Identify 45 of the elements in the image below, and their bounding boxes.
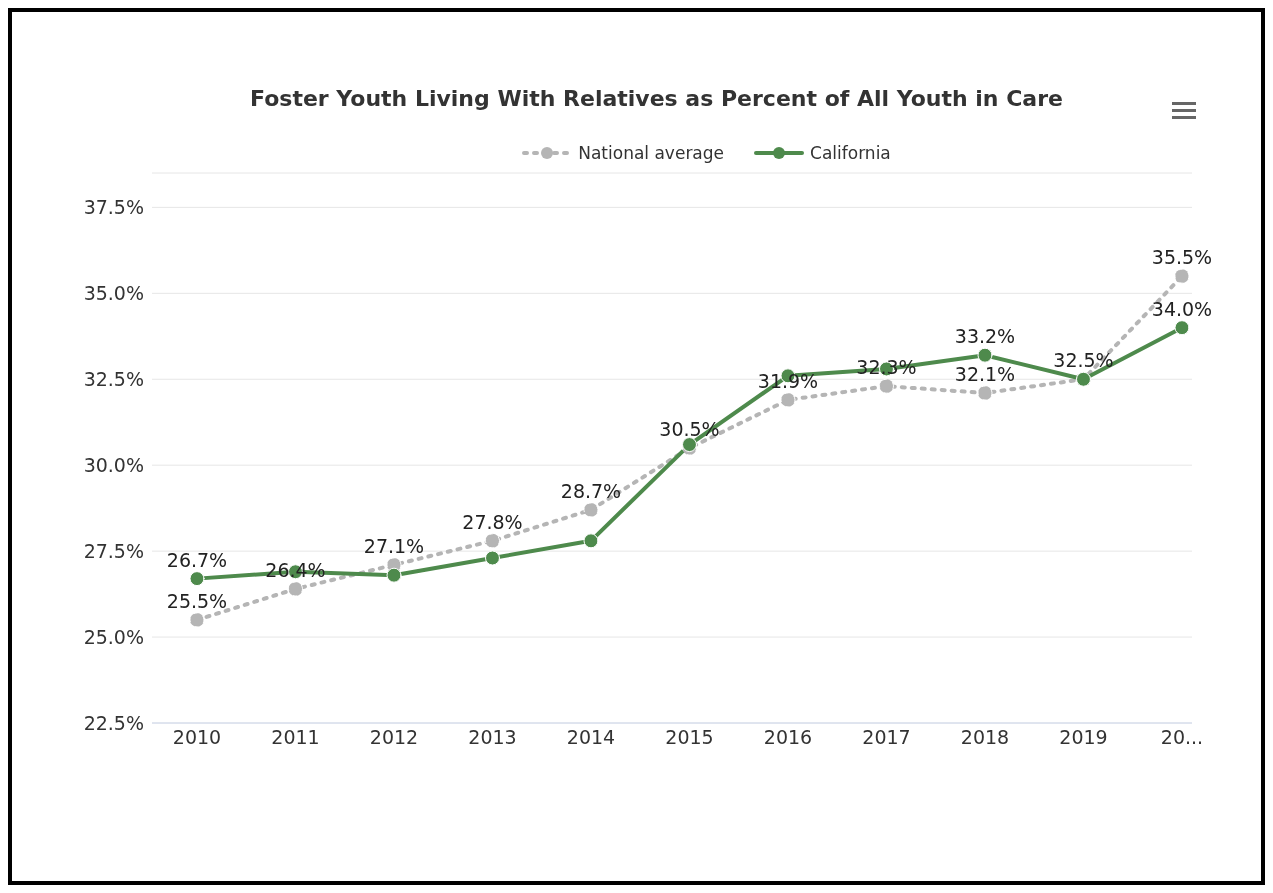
x-tick-label: 2016 [763,726,813,749]
x-tick-label: 2019 [1059,726,1108,749]
y-tick-label: 37.5% [83,196,144,219]
y-tick-label: 25.0% [83,625,144,648]
data-label: 32.5% [1053,349,1114,372]
x-tick-label: 2015 [665,726,714,749]
point [1174,268,1190,284]
chart-title: Foster Youth Living With Relatives as Percent of All Youth in Care [249,86,1064,111]
x-tick-label: 2014 [566,726,616,749]
x-tick-label: 2018 [960,726,1010,749]
point [977,385,993,401]
x-tick-label: 2013 [468,726,517,749]
x-tick-label: 20... [1160,726,1204,749]
x-tick-label: 2017 [862,726,911,749]
y-tick-label: 35.0% [83,282,144,305]
point [583,533,599,549]
y-tick-label: 27.5% [83,539,144,562]
x-tick-label: 2010 [172,726,222,749]
y-tick-label: 32.5% [83,367,144,390]
data-label: 27.8% [462,510,523,533]
point [583,502,599,518]
point [780,392,796,408]
x-tick-label: 2012 [369,726,419,749]
point [485,533,500,549]
point [879,378,894,394]
legend-label: California [810,143,891,163]
point [189,571,205,587]
data-label: 27.1% [363,534,425,557]
point [386,567,402,583]
data-label: 33.2% [954,325,1016,348]
data-label: 26.7% [166,548,228,571]
point [977,347,993,363]
data-label: 34.0% [1151,297,1213,320]
data-label: 35.5% [1151,246,1213,269]
y-tick-label: 22.5% [83,711,144,734]
data-label: 28.7% [560,479,622,502]
point [288,581,303,597]
data-label: 32.1% [954,363,1016,385]
legend-label: National average [578,143,725,163]
point [189,612,205,628]
y-tick-label: 30.0% [83,453,144,476]
data-label: 25.5% [166,589,228,612]
point [485,550,500,566]
point [1174,320,1190,336]
x-tick-label: 2011 [271,726,320,749]
